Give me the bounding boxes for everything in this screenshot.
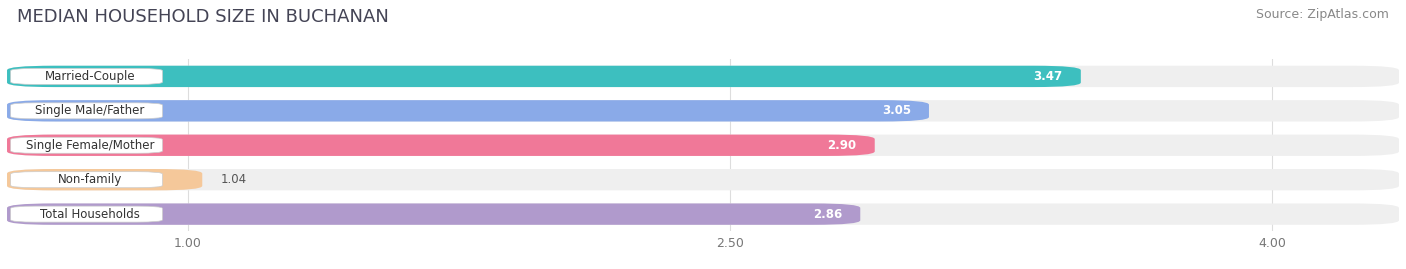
Text: 3.47: 3.47 [1033, 70, 1063, 83]
FancyBboxPatch shape [7, 134, 1399, 156]
FancyBboxPatch shape [11, 137, 163, 153]
Text: 2.90: 2.90 [828, 139, 856, 152]
Text: Non-family: Non-family [58, 173, 122, 186]
FancyBboxPatch shape [7, 203, 860, 225]
FancyBboxPatch shape [7, 134, 875, 156]
Text: Source: ZipAtlas.com: Source: ZipAtlas.com [1256, 8, 1389, 21]
Text: Married-Couple: Married-Couple [45, 70, 135, 83]
Text: Total Households: Total Households [41, 208, 141, 221]
FancyBboxPatch shape [7, 169, 1399, 190]
FancyBboxPatch shape [7, 203, 1399, 225]
FancyBboxPatch shape [7, 100, 1399, 122]
Text: 2.86: 2.86 [813, 208, 842, 221]
Text: 3.05: 3.05 [882, 104, 911, 117]
Text: Single Male/Father: Single Male/Father [35, 104, 145, 117]
FancyBboxPatch shape [7, 66, 1081, 87]
FancyBboxPatch shape [7, 66, 1399, 87]
Text: 1.04: 1.04 [221, 173, 246, 186]
FancyBboxPatch shape [7, 100, 929, 122]
FancyBboxPatch shape [11, 68, 163, 84]
Text: Single Female/Mother: Single Female/Mother [25, 139, 155, 152]
FancyBboxPatch shape [11, 103, 163, 119]
FancyBboxPatch shape [11, 172, 163, 188]
FancyBboxPatch shape [7, 169, 202, 190]
FancyBboxPatch shape [11, 206, 163, 222]
Text: MEDIAN HOUSEHOLD SIZE IN BUCHANAN: MEDIAN HOUSEHOLD SIZE IN BUCHANAN [17, 8, 388, 26]
